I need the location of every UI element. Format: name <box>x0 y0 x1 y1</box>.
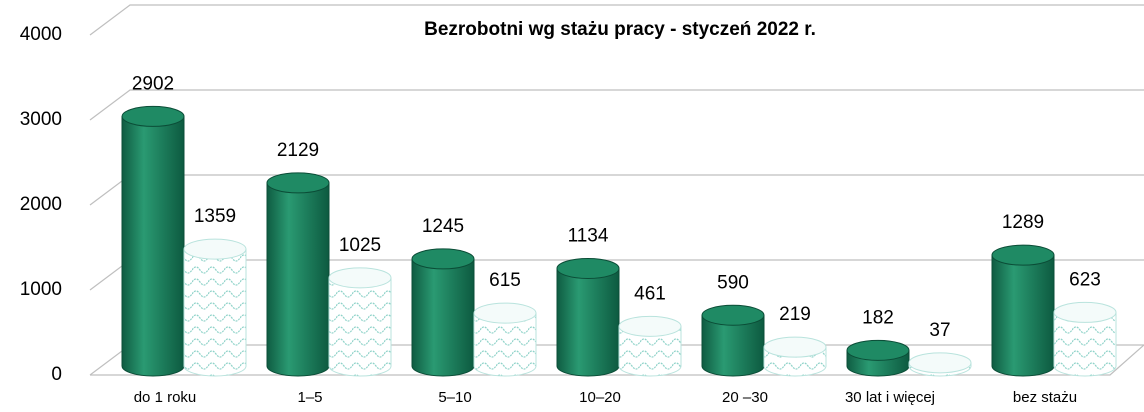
bar-top <box>266 172 330 194</box>
bar <box>183 238 247 377</box>
bar <box>846 339 910 377</box>
value-label: 615 <box>489 270 521 291</box>
bar-body <box>267 182 329 366</box>
x-tick-label: bez stażu <box>1013 389 1077 406</box>
y-tick-label: 1000 <box>20 279 62 300</box>
bar-top <box>121 105 185 127</box>
bar-top <box>701 304 765 326</box>
bar <box>763 336 827 377</box>
bar <box>473 302 537 377</box>
value-label: 1025 <box>339 235 381 256</box>
x-tick-label: do 1 roku <box>134 389 197 406</box>
value-label: 182 <box>862 307 894 328</box>
bar-body <box>184 249 246 366</box>
grid-line <box>89 89 1144 121</box>
chart-title: Bezrobotni wg stażu pracy - styczeń 2022… <box>424 19 816 40</box>
bar <box>908 352 972 377</box>
bar-top <box>556 257 620 279</box>
bar <box>1053 301 1117 377</box>
bar-body <box>557 268 619 366</box>
bar-body <box>329 277 391 366</box>
value-label: 1289 <box>1002 212 1044 233</box>
value-label: 219 <box>779 304 811 325</box>
bar-top <box>183 238 247 260</box>
bar-top <box>411 248 475 270</box>
y-tick-label: 2000 <box>20 194 62 215</box>
x-tick-label: 1–5 <box>297 389 322 406</box>
bar <box>618 315 682 377</box>
x-tick-label: 5–10 <box>438 389 471 406</box>
bar-top <box>473 302 537 324</box>
bar-top <box>328 267 392 289</box>
x-tick-label: 30 lat i więcej <box>845 389 935 406</box>
x-tick-label: 10–20 <box>579 389 621 406</box>
bar-body <box>122 116 184 366</box>
value-label: 37 <box>929 320 950 341</box>
value-label: 2129 <box>277 140 319 161</box>
bar-top <box>1053 301 1117 323</box>
bar <box>701 304 765 377</box>
bar-top <box>846 339 910 361</box>
value-label: 1359 <box>194 206 236 227</box>
y-tick-label: 0 <box>51 364 62 385</box>
bar-top <box>618 315 682 337</box>
bar <box>411 248 475 377</box>
bar <box>121 105 185 377</box>
value-label: 2902 <box>132 73 174 94</box>
bar <box>328 267 392 377</box>
grid-line <box>89 174 1144 206</box>
value-label: 623 <box>1069 269 1101 290</box>
bar-top <box>908 352 972 374</box>
bar <box>266 172 330 377</box>
bar <box>556 257 620 377</box>
bar-top <box>763 336 827 358</box>
grid-line <box>89 4 1144 36</box>
value-label: 1245 <box>422 216 464 237</box>
value-label: 461 <box>634 283 666 304</box>
bar-top <box>991 244 1055 266</box>
y-tick-label: 3000 <box>20 109 62 130</box>
y-tick-label: 4000 <box>20 24 62 45</box>
bar-body <box>992 255 1054 366</box>
value-label: 590 <box>717 272 749 293</box>
x-tick-label: 20 –30 <box>722 389 768 406</box>
bar <box>991 244 1055 377</box>
value-label: 1134 <box>568 225 609 246</box>
bar-body <box>412 258 474 366</box>
